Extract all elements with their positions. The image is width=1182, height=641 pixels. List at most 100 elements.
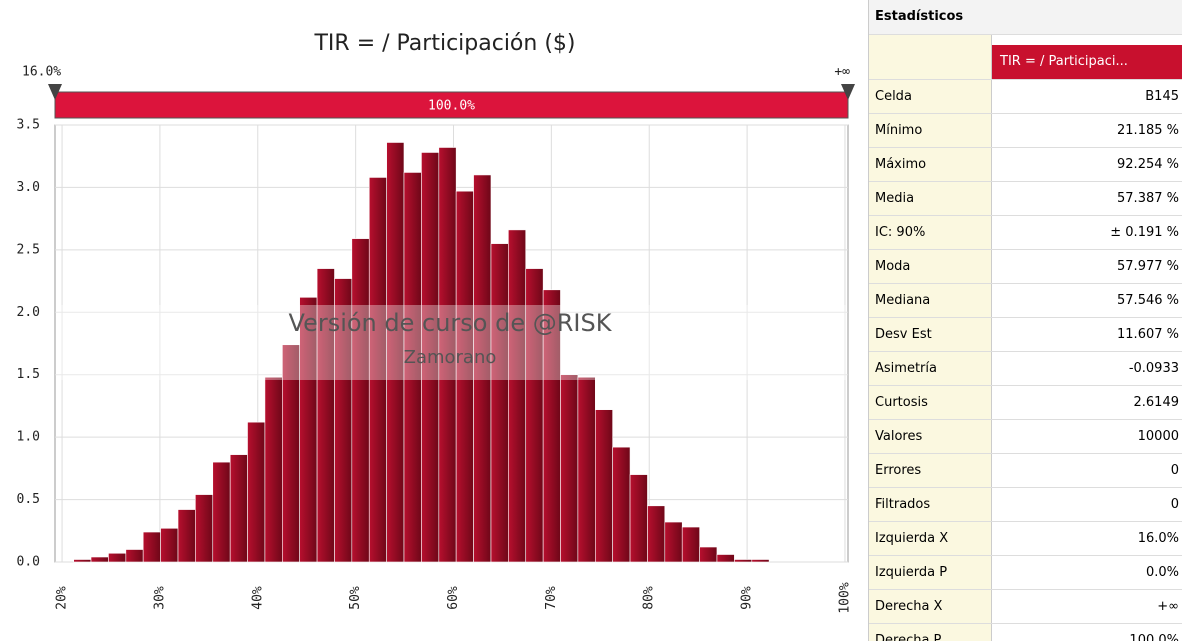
x-tick-label: 90%: [740, 586, 755, 610]
bar: [681, 526, 700, 563]
stats-row: Moda 57.977 %: [869, 250, 1182, 284]
bar: [142, 531, 161, 563]
stat-label: Mínimo: [869, 114, 992, 147]
x-tick-label: 80%: [642, 586, 657, 610]
delimiter-handle: [841, 84, 855, 100]
bar: [264, 376, 283, 563]
stats-row: Mínimo 21.185 %: [869, 114, 1182, 148]
bar: [560, 374, 579, 563]
stats-row: IC: 90% ± 0.191 %: [869, 216, 1182, 250]
stat-value: 100.0%: [1129, 633, 1179, 641]
stat-value: 10000: [1137, 429, 1179, 444]
delimiter-center: 100.0%: [428, 99, 475, 114]
bar: [160, 527, 179, 563]
bar: [351, 238, 370, 563]
corner: [869, 35, 992, 79]
bar: [247, 421, 266, 563]
bar: [647, 505, 666, 563]
bar: [699, 546, 718, 563]
bar: [629, 474, 648, 563]
stats-row: Filtrados 0: [869, 488, 1182, 522]
stats-row: Curtosis 2.6149: [869, 386, 1182, 420]
stat-value: +∞: [1157, 599, 1179, 614]
delimiter-left: 16.0%: [22, 65, 61, 80]
stat-value: 16.0%: [1137, 531, 1179, 546]
stat-value: ± 0.191 %: [1110, 225, 1179, 240]
stat-value: -0.0933: [1128, 361, 1179, 376]
x-tick-label: 30%: [152, 586, 167, 610]
stat-label: Celda: [869, 80, 992, 113]
delimiter-right: +∞: [834, 65, 850, 80]
stats-row: Celda B145: [869, 80, 1182, 114]
x-tick-label: 60%: [446, 586, 461, 610]
bar: [212, 461, 231, 563]
stat-label: Valores: [869, 420, 992, 453]
panel-title[interactable]: Estadísticos: [869, 0, 1182, 35]
stat-label: Derecha P: [869, 624, 992, 641]
stats-row: Derecha P 100.0%: [869, 624, 1182, 641]
delimiter-bar: [54, 91, 849, 119]
stat-value: 57.387 %: [1117, 191, 1179, 206]
x-tick-label: 20%: [55, 586, 70, 610]
stat-label: IC: 90%: [869, 216, 992, 249]
y-tick-label: 2.5: [17, 242, 40, 257]
stat-value: B145: [1145, 89, 1179, 104]
stat-label: Asimetría: [869, 352, 992, 385]
bar: [508, 229, 527, 563]
y-tick-label: 3.5: [17, 118, 40, 133]
stat-value: 57.546 %: [1117, 293, 1179, 308]
stat-value: 2.6149: [1133, 395, 1180, 410]
chart: TIR = / Participación ($) 0.0 0.5 1.0 1.5 2.…: [17, 31, 855, 614]
bar: [664, 521, 683, 563]
stat-label: Curtosis: [869, 386, 992, 419]
bar: [577, 376, 596, 563]
stats-panel: Estadísticos TIR = / Participaci... Celd…: [868, 0, 1182, 641]
bar: [595, 409, 613, 563]
y-tick-label: 1.5: [17, 367, 40, 382]
stat-label: Mediana: [869, 284, 992, 317]
bar: [125, 549, 144, 563]
stat-value: 21.185 %: [1117, 123, 1179, 138]
bar: [177, 509, 196, 563]
bar: [612, 446, 631, 563]
bar: [195, 494, 214, 563]
stat-label: Máximo: [869, 148, 992, 181]
stat-value: 92.254 %: [1117, 157, 1179, 172]
y-tick-label: 1.0: [17, 430, 40, 445]
stats-row: Asimetría -0.0933: [869, 352, 1182, 386]
y-tick-label: 0.5: [17, 492, 40, 507]
bar: [490, 243, 509, 563]
stats-row: Mediana 57.546 %: [869, 284, 1182, 318]
column-title: TIR = / Participaci...: [992, 45, 1182, 79]
x-tick-label: 100%: [837, 582, 852, 613]
watermark: Versión de curso de @RISK: [289, 309, 613, 337]
x-tick-label: 70%: [544, 586, 559, 610]
stat-label: Filtrados: [869, 488, 992, 521]
stat-value: 0.0%: [1145, 565, 1179, 580]
stats-row: Desv Est 11.607 %: [869, 318, 1182, 352]
bar: [73, 559, 92, 563]
column-header: TIR = / Participaci...: [869, 35, 1182, 80]
stats-row: Izquierda X 16.0%: [869, 522, 1182, 556]
bar: [734, 559, 753, 563]
bar: [90, 556, 109, 563]
stat-label: Derecha X: [869, 590, 992, 623]
stats-row: Izquierda P 0.0%: [869, 556, 1182, 590]
stats-row: Media 57.387 %: [869, 182, 1182, 216]
chart-title: TIR = / Participación ($): [313, 31, 575, 56]
stat-label: Moda: [869, 250, 992, 283]
stat-label: Desv Est: [869, 318, 992, 351]
stat-label: Izquierda P: [869, 556, 992, 589]
y-tick-label: 2.0: [17, 305, 40, 320]
stat-label: Errores: [869, 454, 992, 487]
stat-value: 57.977 %: [1117, 259, 1179, 274]
x-tick-label: 50%: [348, 586, 363, 610]
y-tick-label: 3.0: [17, 180, 40, 195]
stat-value: 0: [1170, 463, 1179, 478]
stat-value: 0: [1170, 497, 1179, 512]
bar: [751, 559, 770, 563]
bar: [716, 554, 735, 563]
stats-row: Máximo 92.254 %: [869, 148, 1182, 182]
bar: [108, 552, 127, 563]
